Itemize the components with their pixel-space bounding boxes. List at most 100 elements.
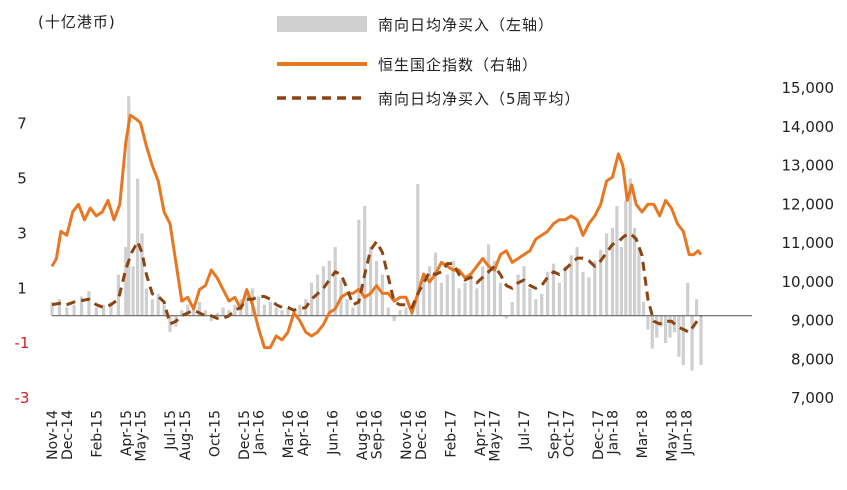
bar-28: [221, 307, 225, 316]
bar-32: [245, 293, 249, 316]
bar-113: [695, 299, 699, 316]
bar-110: [681, 315, 685, 366]
line-series-hscei: [50, 113, 703, 350]
x-tick-label: Jun-18: [679, 410, 695, 456]
bar-103: [650, 315, 654, 349]
legend-label: 南向日均净买入（左轴）: [378, 16, 554, 34]
bar-series-southbound-daily: [50, 96, 703, 371]
legend: 南向日均净买入（左轴） 恒生国企指数（右轴） 南向日均净买入（5周平均）: [277, 16, 581, 108]
bar-100: [637, 247, 641, 316]
bar-52: [363, 206, 367, 316]
bar-15: [144, 288, 148, 316]
bar-83: [546, 271, 550, 316]
bar-41: [298, 304, 302, 316]
bar-80: [528, 288, 532, 316]
bar-54: [374, 260, 379, 316]
bar-24: [197, 302, 202, 316]
bar-19: [168, 315, 172, 333]
bar-90: [587, 277, 591, 316]
bar-51: [357, 219, 361, 316]
bar-96: [619, 247, 623, 316]
bar-17: [156, 293, 160, 316]
bar-70: [469, 274, 473, 316]
x-tick-label: Oct-15: [207, 410, 223, 457]
bar-68: [457, 288, 461, 316]
bar-60: [410, 313, 414, 316]
bar-66: [445, 274, 449, 316]
bar-2: [65, 307, 69, 316]
bar-88: [575, 247, 579, 316]
bar-89: [581, 271, 585, 316]
bar-112: [690, 315, 694, 371]
left-tick-label: 5: [17, 170, 27, 188]
legend-label: 南向日均净买入（5周平均）: [378, 90, 581, 108]
bar-84: [551, 263, 556, 316]
bar-62: [422, 274, 426, 316]
bar-73: [487, 244, 491, 316]
bar-87: [569, 255, 573, 316]
bar-56: [386, 307, 390, 316]
right-tick-label: 9,000: [791, 312, 834, 330]
bar-59: [404, 307, 408, 316]
bar-64: [433, 252, 438, 316]
bar-67: [451, 260, 455, 316]
left-axis-unit-label: (十亿港币): [38, 13, 116, 31]
bar-21: [180, 310, 184, 316]
right-tick-label: 12,000: [782, 195, 835, 213]
right-tick-label: 15,000: [782, 79, 835, 97]
x-tick-label: Sep-17: [547, 410, 563, 459]
bar-14: [140, 233, 144, 316]
bar-53: [369, 247, 373, 316]
right-tick-label: 7,000: [791, 389, 834, 407]
bar-22: [186, 304, 190, 316]
bar-35: [262, 304, 266, 316]
left-tick-label: 7: [17, 115, 27, 133]
x-tick-label: Jul-15: [163, 410, 179, 451]
x-tick-label: Jul-17: [517, 410, 533, 451]
bar-98: [628, 178, 632, 316]
bar-79: [522, 266, 526, 316]
bar-0: [50, 302, 54, 316]
left-axis: 7 5 3 1 -1 -3: [15, 115, 30, 407]
bar-91: [593, 260, 597, 316]
right-tick-label: 8,000: [791, 350, 834, 368]
bar-63: [428, 266, 432, 316]
bar-30: [233, 304, 237, 316]
bar-39: [286, 307, 290, 316]
left-tick-label: -3: [15, 389, 30, 407]
right-tick-label: 14,000: [782, 118, 835, 136]
bar-58: [398, 310, 402, 316]
bar-26: [209, 315, 213, 322]
left-tick-label: 3: [17, 224, 27, 242]
x-tick-label: Apr-15: [119, 410, 135, 456]
bar-75: [498, 282, 502, 316]
bar-46: [327, 260, 331, 316]
bar-50: [351, 307, 355, 316]
x-tick-label: May-17: [488, 410, 504, 462]
bar-86: [563, 266, 567, 316]
right-tick-label: 13,000: [782, 157, 835, 175]
bar-16: [150, 299, 154, 316]
bar-13: [136, 178, 140, 316]
legend-swatch-bar: [277, 16, 367, 32]
bar-43: [310, 282, 314, 316]
bar-65: [439, 282, 443, 316]
bar-61: [416, 184, 420, 316]
bar-82: [540, 293, 544, 316]
bar-95: [615, 206, 619, 316]
bar-36: [268, 302, 272, 316]
bar-106: [664, 315, 668, 344]
x-tick-label: Dec-17: [591, 410, 607, 460]
x-tick-label: Apr-16: [296, 410, 312, 456]
x-tick-label: Sep-16: [370, 410, 386, 459]
bar-77: [510, 302, 514, 316]
line-series-southbound-5w-avg: [51, 231, 703, 334]
bar-93: [605, 233, 609, 316]
bar-23: [192, 307, 196, 316]
bar-114: [699, 315, 703, 366]
x-tick-label: Nov-16: [399, 410, 415, 460]
x-tick-label: Jan-16: [252, 410, 268, 456]
left-tick-label: -1: [15, 334, 30, 352]
